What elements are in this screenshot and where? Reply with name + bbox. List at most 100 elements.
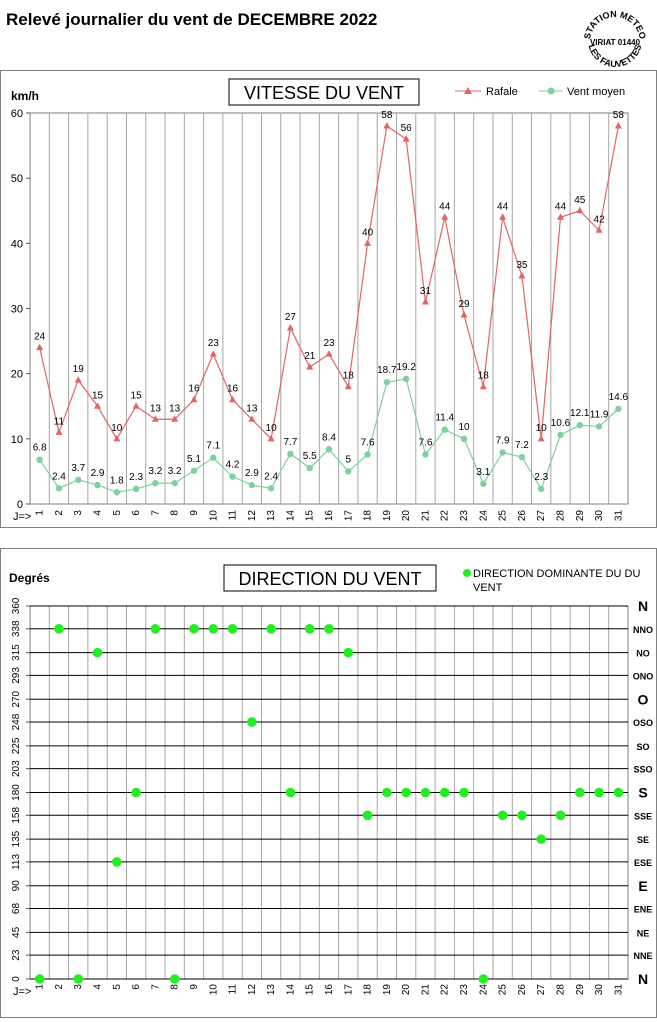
x-tick-label: 10 <box>208 510 219 522</box>
x-tick-label: 6 <box>131 510 142 516</box>
x-tick-label: 10 <box>208 984 219 996</box>
data-label-rafale: 40 <box>362 227 374 238</box>
data-point-rafale <box>614 122 622 129</box>
x-tick-label: 17 <box>343 510 354 522</box>
x-tick-label: 3 <box>73 510 84 516</box>
data-point-vent-moyen <box>171 479 178 487</box>
y-tick-label: 113 <box>11 854 22 870</box>
compass-label: O <box>638 691 649 707</box>
data-point-vent-moyen <box>537 485 545 493</box>
data-label-rafale: 19 <box>73 364 85 375</box>
x-tick-label: 24 <box>478 984 489 996</box>
data-point-direction <box>34 974 45 984</box>
x-tick-label: 19 <box>382 984 393 996</box>
y-tick-label: 315 <box>11 644 22 661</box>
x-tick-label: 12 <box>247 510 258 522</box>
data-label-rafale: 16 <box>227 384 239 395</box>
y-tick-label: 50 <box>11 173 23 185</box>
data-point-direction <box>459 787 469 798</box>
data-label-rafale: 24 <box>34 332 46 343</box>
y-tick-label: 90 <box>11 880 22 892</box>
x-tick-label: 11 <box>228 510 239 521</box>
data-label-rafale: 18 <box>478 371 490 382</box>
data-label-vent-moyen: 2.4 <box>52 471 66 482</box>
data-point-direction <box>189 623 199 634</box>
data-point-direction <box>112 857 122 867</box>
data-point-direction <box>227 623 238 634</box>
data-label-vent-moyen: 3.7 <box>71 463 85 474</box>
chart-title: VITESSE DU VENT <box>244 83 404 103</box>
x-tick-label: 28 <box>555 510 566 522</box>
x-tick-label: 25 <box>498 984 509 996</box>
data-label-vent-moyen: 7.7 <box>283 437 297 448</box>
x-tick-label: 4 <box>93 510 104 516</box>
x-tick-label: 1 <box>35 510 46 516</box>
data-point-rafale <box>595 226 603 233</box>
compass-label: N <box>638 971 648 987</box>
y-axis-label: km/h <box>11 89 39 103</box>
data-point-direction <box>54 623 64 634</box>
legend-rafale-label: Rafale <box>486 86 518 98</box>
data-label-rafale: 27 <box>285 312 297 323</box>
y-tick-label: 248 <box>11 713 22 730</box>
x-tick-label: 12 <box>247 984 258 996</box>
data-point-rafale <box>402 135 410 142</box>
data-point-vent-moyen <box>325 446 333 453</box>
x-tick-label: 13 <box>266 510 277 522</box>
x-tick-label: 18 <box>363 984 374 996</box>
data-label-rafale: 45 <box>574 195 586 206</box>
data-label-rafale: 58 <box>613 110 625 121</box>
data-label-rafale: 21 <box>304 351 316 362</box>
x-tick-label: 7 <box>150 984 161 990</box>
data-label-rafale: 42 <box>594 214 606 225</box>
data-label-rafale: 15 <box>131 390 143 401</box>
data-point-vent-moyen <box>36 456 43 463</box>
data-point-vent-moyen <box>460 435 468 443</box>
data-point-direction <box>536 834 546 844</box>
data-point-rafale <box>576 206 584 214</box>
data-point-vent-moyen <box>345 468 352 475</box>
data-label-vent-moyen: 1.8 <box>110 475 124 486</box>
data-point-vent-moyen <box>210 454 217 461</box>
compass-label: NE <box>637 928 650 938</box>
x-tick-label: 22 <box>440 984 451 996</box>
compass-label: E <box>638 878 647 894</box>
y-tick-label: 68 <box>11 903 22 915</box>
data-point-rafale <box>364 239 372 246</box>
data-label-rafale: 23 <box>208 338 220 349</box>
x-tick-label: 2 <box>54 510 65 516</box>
data-label-rafale: 35 <box>516 260 528 271</box>
data-point-vent-moyen <box>383 378 391 386</box>
y-tick-label: 30 <box>11 304 23 316</box>
y-tick-label: 45 <box>11 926 22 938</box>
x-tick-label: 23 <box>459 984 470 996</box>
compass-label: SSE <box>634 811 652 821</box>
data-label-vent-moyen: 2.4 <box>264 471 278 482</box>
legend-direction-label-line1: DIRECTION DOMINANTE DU DU <box>473 568 641 580</box>
data-label-rafale: 11 <box>54 416 65 427</box>
x-tick-label: 14 <box>285 510 296 522</box>
data-point-rafale <box>306 363 314 370</box>
data-point-vent-moyen <box>248 481 256 489</box>
data-label-vent-moyen: 7.1 <box>206 441 220 452</box>
x-axis-prefix: J=> <box>13 511 31 523</box>
data-label-vent-moyen: 5.1 <box>187 454 201 465</box>
x-tick-label: 27 <box>536 510 547 522</box>
x-tick-label: 23 <box>459 510 470 522</box>
data-label-vent-moyen: 5.5 <box>303 451 317 462</box>
x-tick-label: 13 <box>266 984 277 996</box>
data-point-rafale <box>383 122 391 129</box>
y-tick-label: 135 <box>11 830 22 847</box>
data-point-vent-moyen <box>518 453 526 461</box>
data-point-rafale <box>441 213 449 220</box>
data-point-direction <box>401 787 411 798</box>
data-point-rafale <box>55 428 63 435</box>
x-tick-label: 15 <box>305 984 316 996</box>
y-tick-label: 293 <box>11 667 22 684</box>
data-point-rafale <box>421 297 429 305</box>
compass-label: SSO <box>633 765 652 775</box>
x-tick-label: 17 <box>343 984 354 996</box>
data-label-rafale: 58 <box>381 110 393 121</box>
x-tick-label: 15 <box>305 510 316 522</box>
compass-label: ONO <box>633 671 654 681</box>
